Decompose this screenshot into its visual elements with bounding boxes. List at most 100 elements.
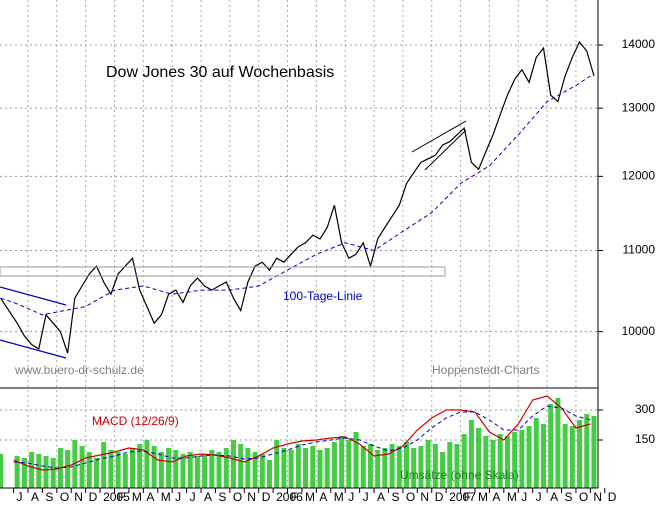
x-tick-label: A — [550, 490, 558, 504]
volume-bar — [259, 454, 265, 488]
volume-bar — [569, 426, 575, 488]
x-tick-label: N — [247, 490, 256, 504]
triangle-line — [411, 120, 467, 153]
volume-bar — [108, 450, 114, 488]
x-tick-label: F — [117, 490, 124, 504]
x-tick-label: M — [132, 490, 142, 504]
volume-bar — [584, 414, 590, 488]
x-tick-label: M — [334, 490, 344, 504]
volume-bar — [79, 446, 85, 488]
volume-bar — [130, 448, 136, 488]
volume-bar — [209, 450, 215, 488]
volume-bar — [324, 448, 330, 488]
volume-bar — [353, 432, 359, 488]
volume-bar — [86, 452, 92, 488]
x-tick-label: A — [319, 490, 327, 504]
y-tick-label: 13000 — [622, 100, 656, 114]
volume-bar — [216, 452, 222, 488]
volume-bar — [404, 442, 410, 488]
chart-title: Dow Jones 30 auf Wochenbasis — [106, 64, 334, 81]
volume-bar — [310, 446, 316, 488]
line-series — [0, 75, 591, 316]
volume-bar — [533, 418, 539, 488]
volume-bar — [432, 444, 438, 488]
x-tick-label: N — [593, 490, 602, 504]
y-tick-label: 11000 — [623, 243, 656, 257]
x-tick-label: A — [204, 490, 212, 504]
x-tick-label: 2006 — [276, 490, 303, 504]
volume-bar — [468, 420, 474, 488]
x-tick-label: S — [45, 490, 53, 504]
x-tick-label: S — [218, 490, 226, 504]
volume-bar — [526, 426, 532, 488]
volume-bar — [288, 450, 294, 488]
volume-bar — [339, 436, 345, 488]
volume-bar — [144, 440, 150, 488]
volume-bar — [454, 444, 460, 488]
volume-bar — [331, 442, 337, 488]
volume-bar — [137, 444, 143, 488]
x-tick-label: F — [291, 490, 298, 504]
volume-bar — [382, 448, 388, 488]
volume-bar — [360, 446, 366, 488]
volume-bar — [447, 442, 453, 488]
volume-bar — [504, 436, 510, 488]
volume-bar — [540, 424, 546, 488]
x-tick-label: J — [363, 490, 369, 504]
volume-bar — [14, 456, 20, 488]
resistance-band — [0, 266, 446, 277]
x-tick-label: N — [74, 490, 83, 504]
x-tick-label: D — [608, 490, 617, 504]
volume-bar — [490, 440, 496, 488]
volume-bar — [238, 444, 244, 488]
volume-bar — [281, 448, 287, 488]
volume-bar — [245, 448, 251, 488]
x-tick-label: M — [161, 490, 171, 504]
x-tick-label: O — [406, 490, 415, 504]
volume-bar — [151, 446, 157, 488]
volume-bar — [548, 404, 554, 488]
volume-bar — [562, 424, 568, 488]
volume-bar — [519, 430, 525, 488]
volume-bar — [202, 454, 208, 488]
volume-bar — [166, 448, 172, 488]
y-tick-label: 14000 — [622, 37, 656, 51]
y-tick-label: 300 — [635, 402, 655, 416]
volume-bar — [187, 452, 193, 488]
x-tick-label: D — [435, 490, 444, 504]
volume-bar — [555, 398, 561, 488]
x-tick-label: A — [492, 490, 500, 504]
volume-bar — [303, 448, 309, 488]
volume-bar — [497, 434, 503, 488]
x-tick-label: D — [89, 490, 98, 504]
volume-bar — [21, 458, 27, 488]
volume-bar — [252, 452, 258, 488]
line-series — [13, 395, 591, 471]
volume-bar — [476, 428, 482, 488]
volume-bar — [367, 444, 373, 488]
volume-bar — [396, 446, 402, 488]
volume-bar — [72, 440, 78, 488]
volume-bar — [512, 432, 518, 488]
x-tick-label: J — [190, 490, 196, 504]
volume-bar — [0, 454, 4, 488]
volume-bar — [173, 450, 179, 488]
x-tick-label: A — [31, 490, 39, 504]
x-tick-label: A — [146, 490, 154, 504]
x-tick-label: S — [565, 490, 573, 504]
volume-bar — [223, 448, 229, 488]
x-tick-label: D — [262, 490, 271, 504]
annotation: www.buero-dr-schulz.de — [14, 363, 144, 377]
y-tick-label: 12000 — [622, 169, 656, 183]
x-tick-label: N — [420, 490, 429, 504]
volume-bar — [158, 452, 164, 488]
volume-bar — [267, 460, 273, 488]
x-tick-label: M — [305, 490, 315, 504]
volume-bar — [29, 452, 35, 488]
series-label: Umsätze (ohne Skala) — [400, 468, 519, 482]
x-tick-label: S — [391, 490, 399, 504]
line-series — [13, 405, 591, 469]
volume-bar — [389, 444, 395, 488]
